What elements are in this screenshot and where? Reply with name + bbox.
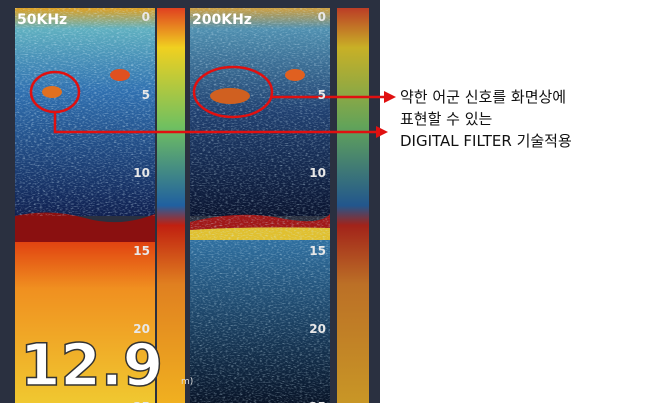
sonar-lower [15,240,155,403]
noise [190,8,330,403]
depth-scale: 0 5 10 15 20 25 [309,10,326,403]
depth-label: 0 [142,10,150,24]
depth-label: 5 [142,88,150,102]
depth-scale: 0 5 10 15 20 25 [133,10,150,403]
depth-label: 20 [133,322,150,336]
annotation-line: DIGITAL FILTER 기술적용 [400,132,572,150]
depth-label: 20 [309,322,326,336]
fish-echo [285,69,305,81]
depth-label: 10 [309,166,326,180]
depth-label: 5 [318,88,326,102]
depth-label: 10 [133,166,150,180]
annotation-line: 약한 어군 신호를 화면상에 [400,88,566,106]
arrow-line [53,112,380,134]
fish-echo [42,86,62,98]
fish-echo [110,69,130,81]
depth-label: 15 [309,244,326,258]
frequency-label: 200KHz [192,12,252,28]
depth-label: 25 [133,400,150,403]
depth-reading: 12.9 [20,331,163,399]
a-scope [157,8,185,403]
depth-label: 0 [318,10,326,24]
highlight-circle [192,65,274,119]
depth-label: 25 [309,400,326,403]
frequency-label: 50KHz [17,12,67,28]
fish-echo [210,88,250,104]
depth-label: 15 [133,244,150,258]
annotation-line: 표현할 수 있는 [400,110,493,128]
unit-fragment: m) [181,377,193,387]
arrow-head [376,126,388,138]
noise [15,8,155,216]
bottom-band [15,212,155,242]
a-scope [337,8,369,403]
arrow-head [384,91,396,103]
